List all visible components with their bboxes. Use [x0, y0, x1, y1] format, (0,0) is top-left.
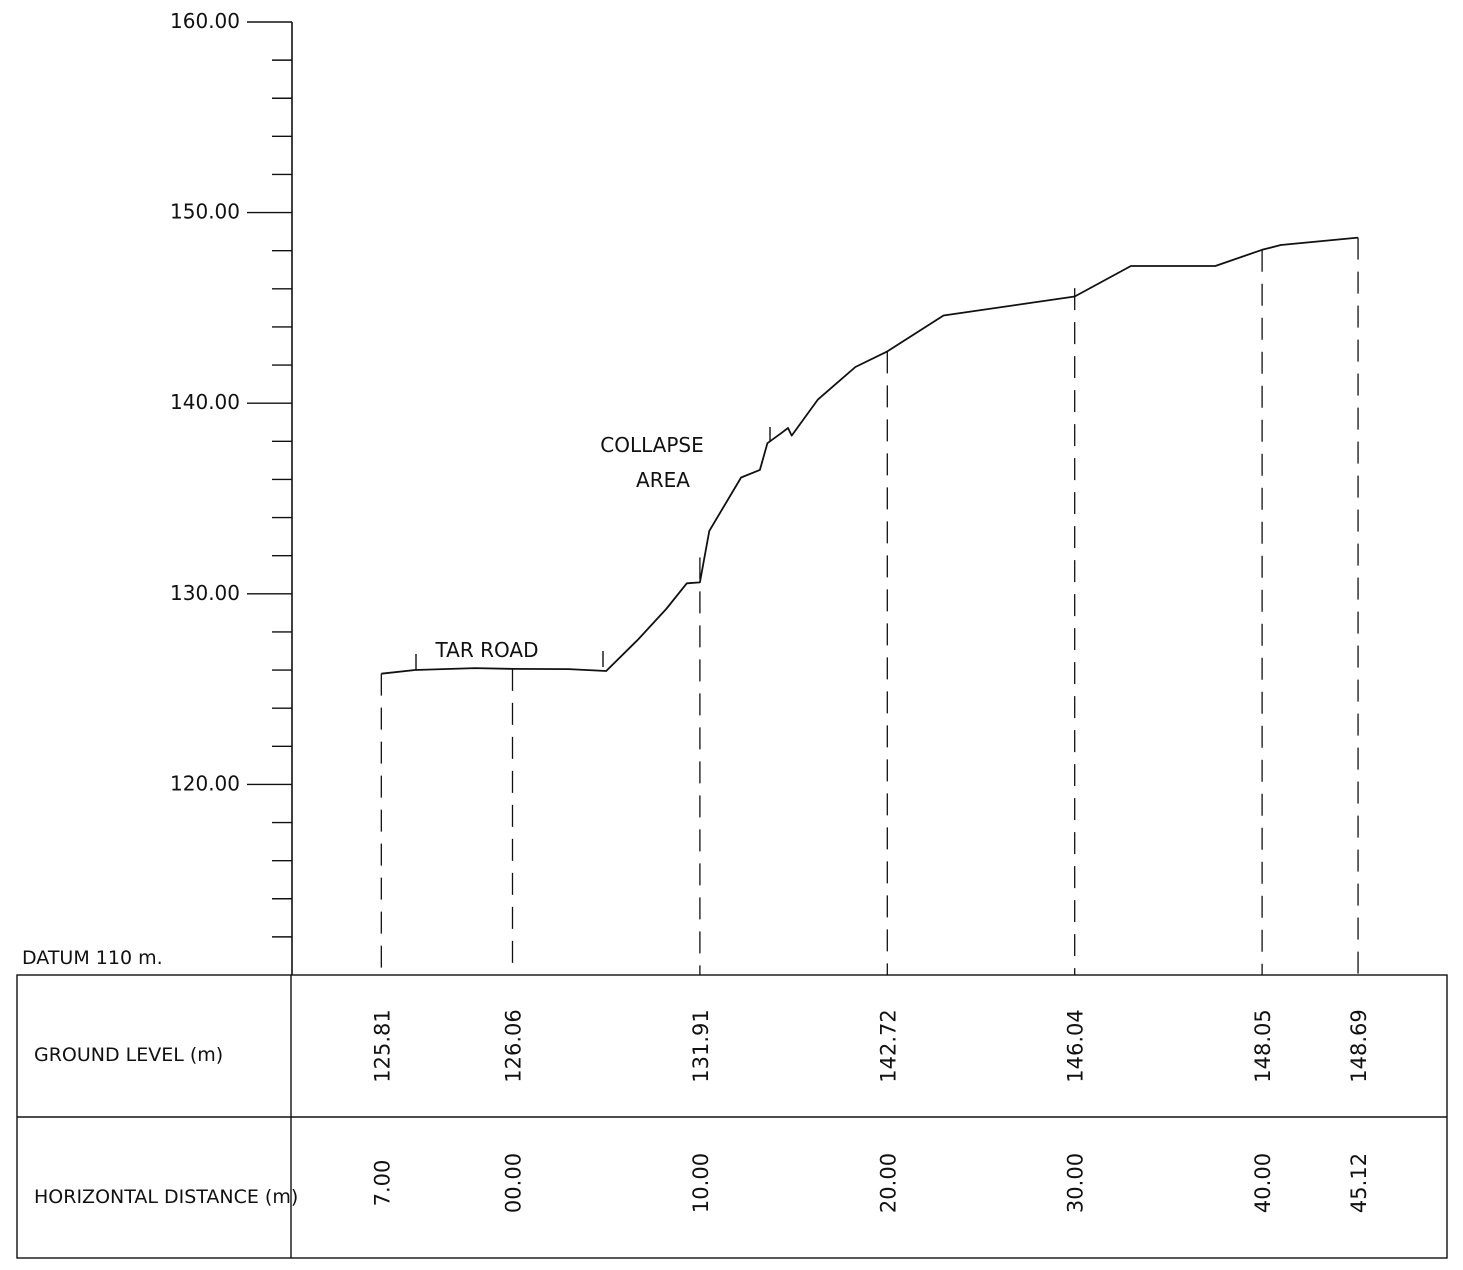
- ground-level-row-label: GROUND LEVEL (m): [34, 1044, 223, 1066]
- ground-level-value: 146.04: [1064, 1009, 1088, 1082]
- table-values: 125.81 7.00 126.06 00.00 131.91 10.00 142.72 20…: [370, 1009, 1371, 1213]
- station-dropdown-lines: [380, 237, 1359, 975]
- ground-profile: [381, 236, 1359, 675]
- tar-road-label: TAR ROAD: [435, 638, 539, 662]
- horizontal-distance-value: 40.00: [1251, 1153, 1275, 1213]
- ground-level-value: 126.06: [502, 1009, 526, 1082]
- y-tick-label: 150.00: [170, 200, 240, 224]
- horizontal-distance-value: 00.00: [502, 1153, 526, 1213]
- ground-level-value: 142.72: [876, 1009, 900, 1082]
- y-tick-label: 140.00: [170, 390, 240, 414]
- datum-label: DATUM 110 m.: [22, 947, 163, 969]
- y-tick-label: 130.00: [170, 581, 240, 605]
- collapse-area-label-line2: AREA: [636, 468, 690, 492]
- y-tick-label: 120.00: [170, 771, 240, 795]
- horizontal-distance-value: 45.12: [1347, 1153, 1371, 1213]
- horizontal-distance-row-label: HORIZONTAL DISTANCE (m): [34, 1186, 298, 1208]
- horizontal-distance-value: 7.00: [370, 1160, 394, 1207]
- ground-level-value: 125.81: [370, 1009, 394, 1082]
- horizontal-distance-value: 10.00: [689, 1153, 713, 1213]
- horizontal-distance-value: 30.00: [1064, 1153, 1088, 1213]
- data-table: GROUND LEVEL (m) HORIZONTAL DISTANCE (m): [16, 974, 1448, 1259]
- ground-level-value: 148.69: [1347, 1009, 1371, 1082]
- collapse-area-label-line1: COLLAPSE: [600, 433, 704, 457]
- ground-level-value: 148.05: [1251, 1009, 1275, 1082]
- horizontal-distance-value: 20.00: [876, 1153, 900, 1213]
- ground-level-value: 131.91: [689, 1009, 713, 1082]
- y-tick-label: 160.00: [170, 9, 240, 33]
- ground-profile-line: [381, 236, 1359, 675]
- y-axis: 160.00 150.00 140.00 130.00 120.00: [170, 9, 293, 975]
- annotations: TAR ROAD COLLAPSE AREA: [415, 427, 771, 670]
